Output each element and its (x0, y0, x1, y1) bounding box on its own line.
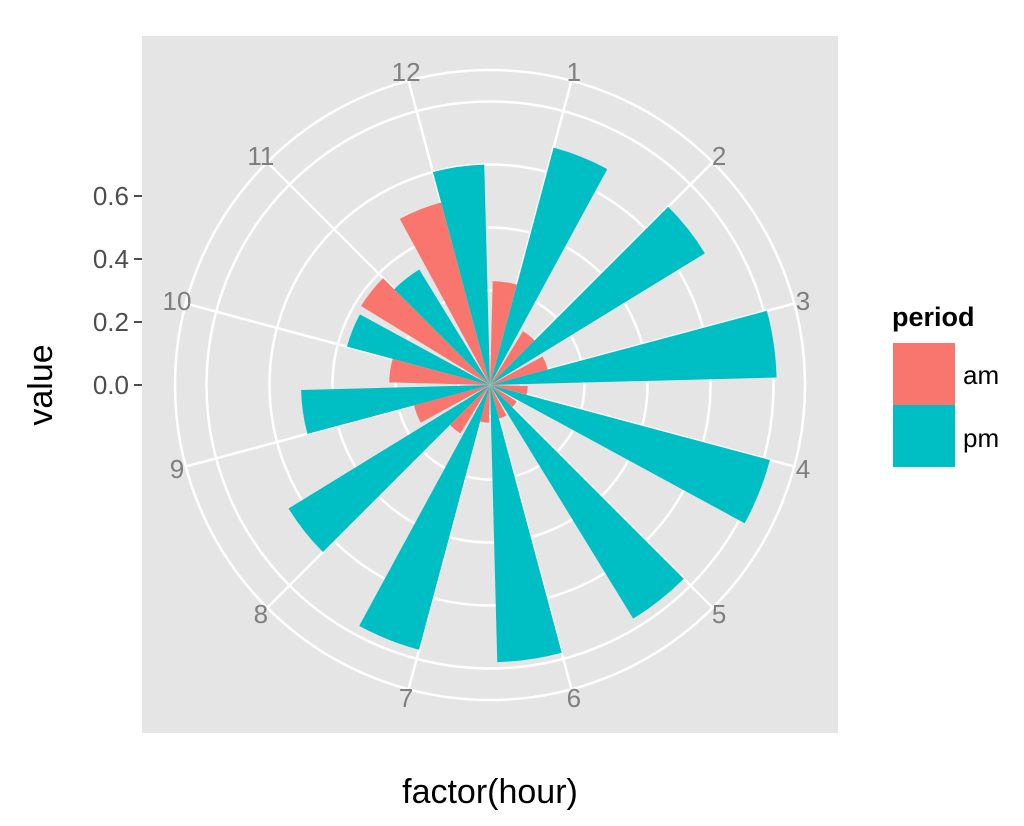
bar-am-7 (480, 385, 490, 423)
bar-pm-8 (288, 385, 490, 553)
bar-pm-9 (301, 385, 490, 434)
bar-am-8 (449, 385, 490, 434)
hour-label-4: 4 (796, 454, 810, 484)
hour-label-9: 9 (170, 454, 184, 484)
bar-am-6 (490, 385, 507, 419)
y-tick-label: 0.6 (93, 181, 129, 211)
bar-pm-2 (490, 206, 705, 385)
grid-circle (268, 163, 712, 607)
hour-label-8: 8 (254, 599, 268, 629)
legend-label-am: am (963, 360, 999, 390)
y-tick-label: 0.0 (93, 370, 129, 400)
x-axis-title: factor(hour) (402, 773, 578, 811)
hour-label-1: 1 (567, 57, 581, 87)
y-tick-label: 0.2 (93, 307, 129, 337)
legend-key-am (893, 343, 955, 405)
grid-circle (331, 226, 649, 544)
bar-pm-1 (490, 147, 608, 385)
bar-am-11 (361, 278, 490, 385)
spoke (407, 384, 492, 690)
bar-am-4 (490, 385, 528, 395)
hour-label-2: 2 (712, 141, 726, 171)
bar-am-10 (389, 358, 490, 385)
radial-gridlines (173, 68, 807, 702)
y-axis-title: value (22, 344, 60, 425)
bar-wedges (288, 147, 777, 663)
legend-key-pm (893, 405, 955, 467)
bar-pm-11 (394, 269, 490, 385)
bar-am-2 (490, 331, 535, 385)
legend-title: period (892, 302, 975, 332)
legend-label-pm: pm (963, 423, 999, 453)
legend: period am pm (892, 302, 999, 467)
hour-label-6: 6 (567, 683, 581, 713)
bar-am-9 (413, 385, 490, 423)
bar-pm-5 (490, 385, 684, 619)
grid-circle (394, 289, 586, 481)
grid-circle (457, 352, 523, 418)
y-tick-label: 0.4 (93, 244, 129, 274)
bar-pm-4 (490, 385, 770, 524)
hour-label-10: 10 (163, 286, 192, 316)
bar-am-1 (490, 281, 517, 385)
hour-label-5: 5 (712, 599, 726, 629)
hour-label-12: 12 (392, 57, 421, 87)
bar-am-12 (399, 202, 490, 385)
bar-am-5 (490, 385, 517, 408)
y-axis: 0.0 0.2 0.4 0.6 (93, 181, 142, 400)
grid-circle (205, 100, 775, 670)
bar-pm-10 (346, 314, 490, 385)
bar-pm-3 (490, 310, 777, 385)
hour-label-3: 3 (796, 286, 810, 316)
bar-pm-12 (432, 164, 490, 385)
bar-pm-6 (490, 385, 562, 663)
spoke (489, 383, 795, 468)
bar-am-3 (490, 356, 548, 385)
bar-pm-7 (359, 385, 490, 650)
grid-circle (173, 68, 807, 702)
hour-label-11: 11 (247, 141, 274, 171)
hour-label-7: 7 (399, 683, 413, 713)
